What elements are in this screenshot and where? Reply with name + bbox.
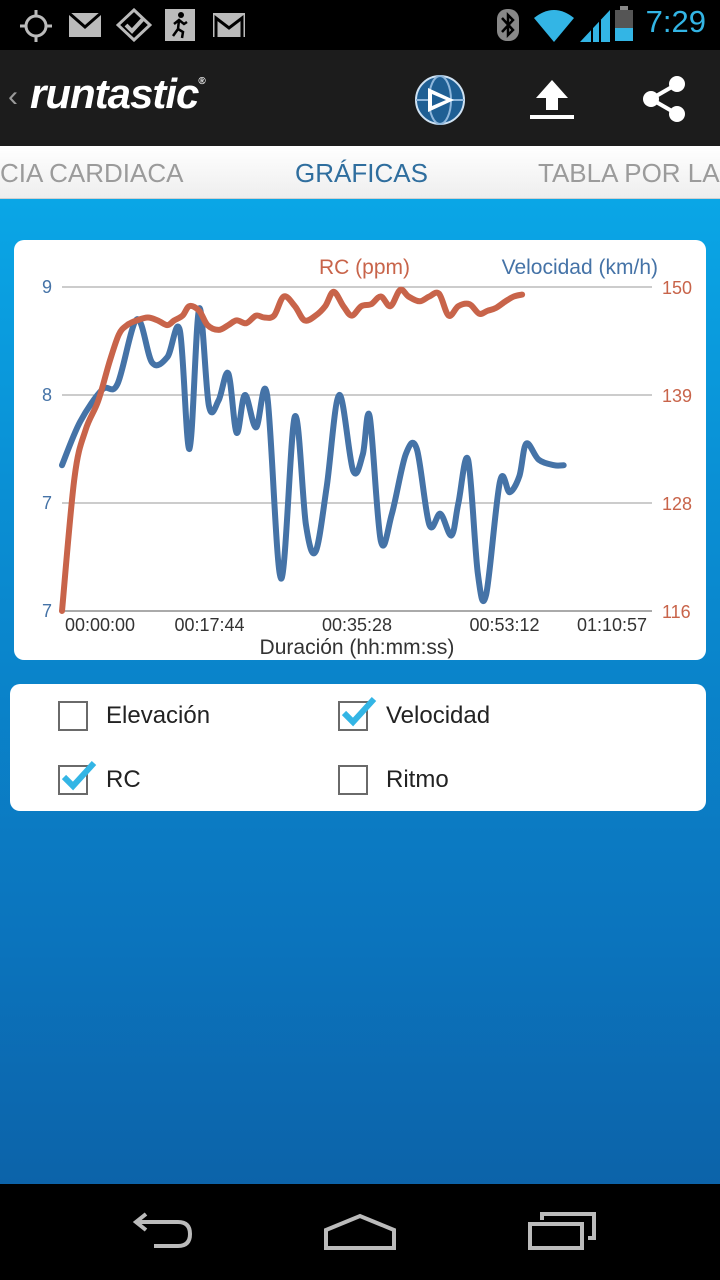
heart-rate-series-line bbox=[59, 286, 526, 614]
checkbox-box[interactable] bbox=[338, 765, 368, 795]
back-icon[interactable] bbox=[124, 1212, 196, 1252]
speed-series-line bbox=[59, 305, 567, 605]
navigation-bar bbox=[0, 1184, 720, 1280]
checkbox-velocidad[interactable]: Velocidad bbox=[338, 696, 490, 736]
battery-icon bbox=[615, 6, 633, 41]
checkmark-icon bbox=[61, 760, 97, 791]
check-icon bbox=[116, 8, 152, 42]
app-home-button[interactable]: ‹ runtastic® bbox=[0, 50, 240, 146]
right-tick-label: 128 bbox=[662, 494, 692, 514]
checkbox-ritmo[interactable]: Ritmo bbox=[338, 760, 449, 800]
tab-tabla-por-la[interactable]: TABLA POR LA bbox=[538, 158, 720, 188]
x-tick-label: 01:10:57 bbox=[577, 615, 647, 635]
right-tick-label: 150 bbox=[662, 278, 692, 298]
chart-card: 9 150 8 139 7 128 7 116 00:00:00 00:17:44 00:35:28… bbox=[14, 240, 706, 660]
legend-speed: Velocidad (km/h) bbox=[502, 256, 658, 279]
right-tick-label: 139 bbox=[662, 386, 692, 406]
recent-apps-icon[interactable] bbox=[526, 1212, 598, 1252]
action-bar: ‹ runtastic® bbox=[0, 50, 720, 146]
gps-icon bbox=[20, 10, 52, 42]
tab-frecuencia-cardiaca[interactable]: CIA CARDIACA bbox=[0, 158, 184, 188]
app-logo: runtastic® bbox=[30, 70, 206, 117]
chart: 9 150 8 139 7 128 7 116 00:00:00 00:17:44 00:35:28… bbox=[42, 256, 692, 659]
left-tick-label: 9 bbox=[42, 277, 52, 297]
left-tick-label: 8 bbox=[42, 385, 52, 405]
checkbox-elevacion[interactable]: Elevación bbox=[58, 696, 210, 736]
tab-graficas[interactable]: GRÁFICAS bbox=[295, 158, 428, 188]
content-area: 9 150 8 139 7 128 7 116 00:00:00 00:17:44 00:35:28… bbox=[0, 199, 720, 1184]
x-tick-label: 00:00:00 bbox=[65, 615, 135, 635]
home-icon[interactable] bbox=[322, 1212, 398, 1252]
checkbox-box[interactable] bbox=[58, 701, 88, 731]
checkbox-label: Ritmo bbox=[386, 766, 449, 793]
left-tick-label: 7 bbox=[42, 493, 52, 513]
signal-icon bbox=[580, 10, 610, 42]
checkmark-icon bbox=[341, 696, 377, 727]
left-tick-label: 7 bbox=[42, 601, 52, 621]
status-bar: 7:29 bbox=[0, 0, 720, 50]
clock: 7:29 bbox=[645, 4, 706, 39]
checkbox-box[interactable] bbox=[338, 696, 377, 731]
legend-heart-rate: RC (ppm) bbox=[319, 256, 410, 279]
x-tick-label: 00:17:44 bbox=[174, 615, 244, 635]
gmail-icon bbox=[213, 13, 245, 37]
upload-icon[interactable] bbox=[526, 76, 578, 122]
wifi-icon bbox=[534, 10, 574, 42]
checkbox-label: Velocidad bbox=[386, 702, 491, 729]
checkbox-label: Elevación bbox=[106, 702, 211, 729]
gmail-icon bbox=[68, 12, 102, 37]
tab-strip: CIA CARDIACA GRÁFICAS TABLA POR LA bbox=[0, 146, 720, 199]
bluetooth-icon bbox=[497, 9, 519, 41]
x-axis-label: Duración (hh:mm:ss) bbox=[260, 636, 455, 659]
share-icon[interactable] bbox=[640, 74, 688, 124]
series-toggle-card: Elevación Velocidad RC Ritmo bbox=[10, 684, 706, 811]
x-tick-label: 00:35:28 bbox=[322, 615, 392, 635]
x-tick-label: 00:53:12 bbox=[469, 615, 539, 635]
back-caret-icon: ‹ bbox=[8, 80, 18, 113]
checkbox-rc[interactable]: RC bbox=[58, 760, 141, 800]
video-globe-icon[interactable] bbox=[414, 74, 466, 126]
right-tick-label: 116 bbox=[662, 602, 691, 622]
runner-icon bbox=[165, 9, 195, 41]
checkbox-label: RC bbox=[106, 766, 141, 793]
checkbox-box[interactable] bbox=[58, 760, 97, 795]
